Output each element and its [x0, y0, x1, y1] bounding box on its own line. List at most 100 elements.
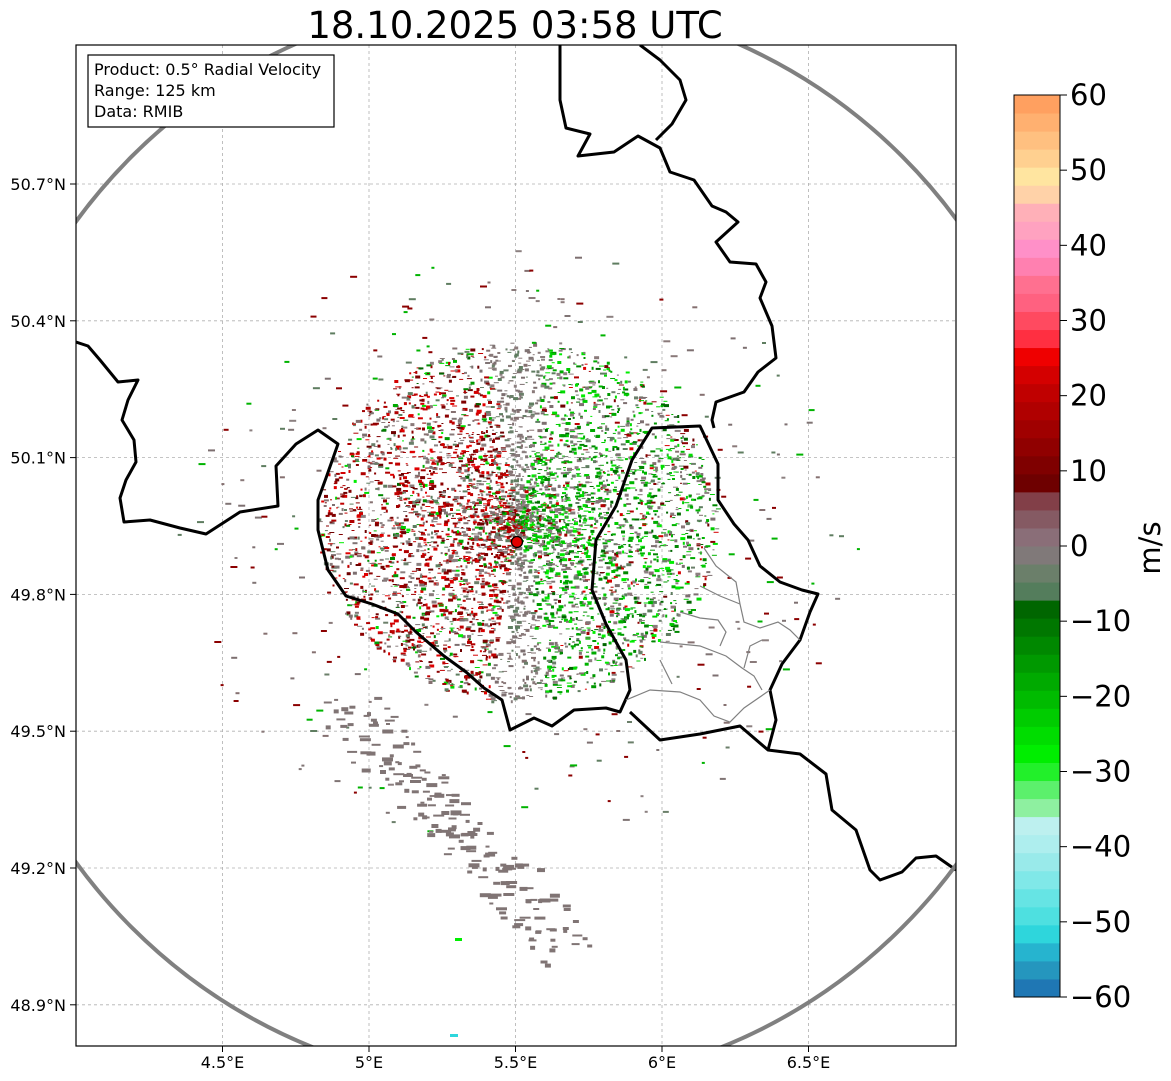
echo-pixel [474, 502, 480, 505]
echo-pixel [645, 631, 649, 635]
echo-pixel [545, 350, 550, 353]
echo-pixel [529, 569, 533, 571]
echo-pixel [404, 605, 409, 607]
echo-pixel [631, 441, 637, 445]
echo-pixel [470, 548, 475, 550]
echo-pixel [400, 522, 405, 525]
echo-pixel [485, 362, 491, 364]
echo-pixel [491, 459, 496, 463]
echo-pixel [548, 642, 554, 646]
echo-pixel [568, 611, 573, 614]
echo-pixel [414, 645, 417, 648]
echo-pixel [667, 456, 672, 460]
echo-pixel [605, 540, 608, 542]
echo-pixel [342, 494, 348, 498]
echo-pixel [406, 472, 411, 474]
echo-pixel [466, 502, 469, 504]
echo-pixel [620, 380, 623, 384]
echo-pixel [348, 465, 351, 469]
echo-pixel [506, 513, 510, 515]
echo-pixel [440, 429, 444, 432]
echo-pixel [505, 499, 508, 502]
echo-pixel [391, 553, 396, 557]
echo-pixel [672, 627, 675, 631]
echo-pixel [400, 571, 406, 574]
echo-pixel [612, 660, 615, 664]
echo-pixel [448, 463, 453, 467]
echo-pixel [384, 547, 390, 549]
echo-pixel [532, 553, 537, 557]
echo-pixel [415, 500, 420, 503]
echo-pixel [623, 388, 629, 391]
echo-pixel [403, 511, 408, 512]
echo-pixel [408, 498, 410, 500]
echo-pixel [458, 611, 464, 615]
echo-pixel [548, 496, 552, 500]
echo-pixel [457, 433, 463, 435]
echo-pixel [678, 508, 682, 509]
echo-pixel [420, 402, 425, 405]
echo-pixel [480, 493, 483, 495]
echo-pixel [486, 475, 492, 477]
echo-pixel [524, 446, 528, 448]
echo-pixel [471, 483, 476, 485]
echo-pixel [585, 451, 590, 453]
echo-pixel [578, 650, 583, 652]
echo-pixel [560, 472, 566, 475]
echo-pixel [338, 451, 341, 452]
echo-pixel [459, 430, 463, 433]
echo-pixel [526, 480, 531, 484]
echo-pixel [541, 464, 547, 466]
echo-pixel [404, 654, 407, 656]
echo-pixel [366, 622, 371, 625]
echo-pixel [329, 569, 334, 571]
echo-pixel [576, 562, 582, 565]
echo-pixel [340, 486, 344, 488]
echo-pixel [452, 498, 455, 501]
echo-pixel [599, 518, 603, 520]
echo-pixel [457, 521, 461, 524]
echo-pixel [520, 601, 525, 605]
map-area[interactable] [0, 0, 1062, 1081]
echo-pixel [586, 541, 590, 543]
echo-pixel [572, 528, 577, 530]
echo-pixel [492, 538, 496, 542]
echo-pixel [542, 537, 546, 539]
echo-pixel [345, 598, 348, 601]
echo-pixel [445, 533, 450, 536]
echo-pixel [453, 538, 458, 541]
echo-pixel [643, 577, 649, 578]
echo-pixel [568, 509, 572, 512]
echo-pixel [512, 635, 518, 639]
echo-pixel [477, 494, 480, 496]
echo-pixel [501, 393, 506, 397]
echo-pixel [385, 564, 390, 567]
echo-pixel [488, 487, 492, 490]
echo-pixel [657, 574, 661, 578]
echo-pixel [586, 604, 589, 607]
echo-pixel [516, 620, 522, 624]
echo-pixel [510, 480, 513, 484]
echo-pixel [512, 498, 515, 501]
echo-pixel [536, 668, 542, 670]
echo-pixel [443, 649, 448, 652]
echo-pixel [637, 636, 643, 638]
echo-pixel [614, 589, 617, 593]
echo-pixel [715, 508, 721, 510]
echo-pixel [565, 434, 569, 438]
echo-pixel [483, 563, 487, 567]
echo-pixel [355, 502, 360, 504]
echo-pixel [507, 549, 511, 551]
echo-pixel [421, 503, 425, 506]
echo-pixel [439, 631, 443, 633]
echo-pixel [624, 393, 630, 396]
echo-pixel [414, 428, 419, 429]
echo-pixel [652, 534, 657, 538]
echo-pixel [575, 394, 579, 396]
echo-pixel [586, 423, 590, 426]
echo-pixel [357, 447, 360, 449]
echo-pixel [433, 532, 436, 533]
echo-pixel [653, 483, 657, 485]
echo-pixel [664, 465, 670, 466]
echo-pixel [385, 566, 390, 568]
